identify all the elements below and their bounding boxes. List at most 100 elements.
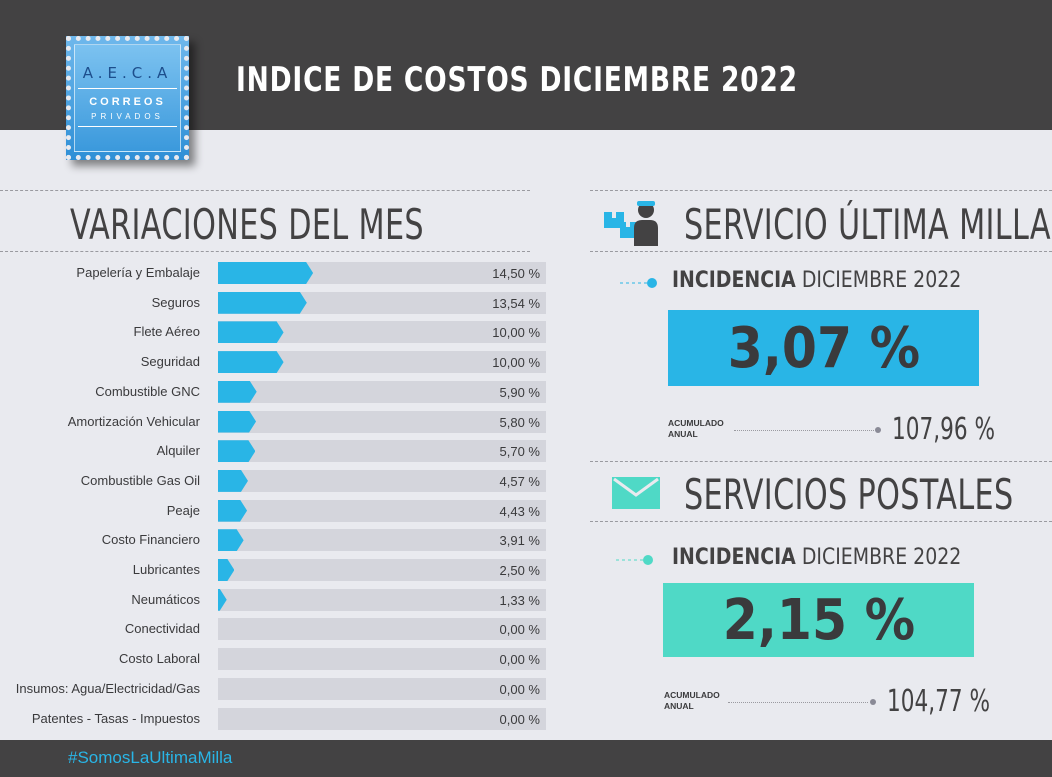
postales-title: SERVICIOS POSTALES [684,470,1014,519]
bar-value-label: 1,33 % [499,592,540,608]
bar-value-label: 4,43 % [499,503,540,519]
bar-category-label: Alquiler [156,443,200,459]
bar [218,500,247,522]
bar-category-label: Conectividad [124,621,200,637]
footer-bar: #SomosLaUltimaMilla [0,740,1052,777]
acumulado-label-2: ANUAL [668,429,698,439]
bar-track [218,648,546,671]
postales-value-box: 2,15 % [663,583,974,657]
bar [218,321,284,343]
bar-value-label: 5,70 % [499,444,540,460]
bar-row: Conectividad 0,00 % [0,618,560,641]
divider [590,521,1052,522]
bar [218,589,227,611]
bar-category-label: Seguridad [140,354,200,370]
bar-value-label: 5,80 % [499,414,540,430]
divider [590,251,1052,252]
incidencia-label: INCIDENCIA [672,268,796,293]
bar-track [218,380,546,403]
ultima-milla-value-box: 3,07 % [668,310,979,386]
bar-row: Combustible GNC 5,90 % [0,380,560,403]
bar-category-label: Costo Financiero [101,532,200,548]
bar-track [218,351,546,374]
bar [218,470,248,492]
bar-track [218,559,546,581]
bar [218,411,256,433]
bar-track [218,499,546,522]
footer-hashtag: #SomosLaUltimaMilla [68,748,233,767]
bar-row: Flete Aéreo 10,00 % [0,321,560,344]
logo-aeca-text: A.E.C.A [82,64,173,82]
bar-category-label: Patentes - Tasas - Impuestos [31,710,200,726]
bar-row: Seguros 13,54 % [0,291,560,314]
divider [590,461,1052,462]
bar-category-label: Amortización Vehicular [67,413,200,429]
bar [218,381,257,403]
bar [218,559,234,581]
divider [0,251,530,252]
bullet-dot-icon [875,427,881,433]
bar-track [218,410,546,433]
bar-category-label: Costo Laboral [119,651,200,667]
bar-category-label: Combustible Gas Oil [80,472,200,488]
incidencia-period: DICIEMBRE 2022 [795,268,962,293]
bar-value-label: 5,90 % [499,384,540,400]
bar-category-label: Lubricantes [132,562,200,577]
bar-row: Patentes - Tasas - Impuestos 0,00 % [0,707,560,730]
ultima-milla-incidencia: INCIDENCIA DICIEMBRE 2022 [672,268,961,293]
bar-row: Alquiler 5,70 % [0,440,560,463]
bar-chart: Papelería y Embalaje 14,50 % Seguros 13,54 … [0,262,560,732]
bar-row: Peaje 4,43 % [0,499,560,522]
bar-category-label: Seguros [151,294,200,310]
bar-value-label: 13,54 % [492,295,540,311]
divider [590,190,1052,191]
variaciones-title: VARIACIONES DEL MES [70,200,424,249]
bullet-dot-icon [616,555,653,565]
logo-correos-text: CORREOS [89,96,166,108]
stamp-border [66,36,189,160]
bar [218,440,255,462]
logo-privados-text: PRIVADOS [91,112,164,121]
bar-value-label: 10,00 % [492,325,540,341]
bar-track [218,529,546,552]
bar-row: Costo Financiero 3,91 % [0,529,560,552]
bar-value-label: 14,50 % [492,266,540,281]
bar-track [218,677,546,700]
bar-value-label: 10,00 % [492,355,540,371]
bar [218,529,244,551]
leader-line [728,702,868,703]
bar-row: Neumáticos 1,33 % [0,588,560,611]
acumulado-label-2: ANUAL [664,701,694,711]
leader-line [734,430,874,431]
delivery-person-icon [604,201,658,246]
postales-acumulado-value: 104,77 % [887,684,990,719]
bar-row: Costo Laboral 0,00 % [0,648,560,671]
incidencia-period: DICIEMBRE 2022 [795,545,962,570]
bar [218,262,313,284]
bar-row: Seguridad 10,00 % [0,351,560,374]
bar-row: Combustible Gas Oil 4,57 % [0,469,560,492]
bar-value-label: 0,00 % [499,622,540,638]
bar-value-label: 2,50 % [499,563,540,578]
bar-row: Papelería y Embalaje 14,50 % [0,262,560,284]
acumulado-label-1: ACUMULADO [668,418,724,428]
bar-value-label: 0,00 % [499,711,540,727]
ultima-milla-title: SERVICIO ÚLTIMA MILLA [684,200,1051,249]
bar-value-label: 3,91 % [499,533,540,549]
envelope-icon [612,477,660,509]
bar-category-label: Peaje [166,502,200,518]
bar-value-label: 4,57 % [499,473,540,489]
logo-divider [78,88,177,89]
bar-category-label: Papelería y Embalaje [76,265,200,280]
postales-acumulado-label: ACUMULADO ANUAL [664,690,720,712]
bar-value-label: 0,00 % [499,652,540,668]
bar-row: Insumos: Agua/Electricidad/Gas 0,00 % [0,677,560,700]
ultima-milla-acumulado-label: ACUMULADO ANUAL [668,418,724,440]
bar-category-label: Neumáticos [131,591,200,607]
bar-value-label: 0,00 % [499,681,540,697]
bar-track [218,321,546,344]
bullet-dot-icon [870,699,876,705]
divider [0,190,530,191]
bar [218,351,284,373]
bar-category-label: Flete Aéreo [133,324,201,340]
